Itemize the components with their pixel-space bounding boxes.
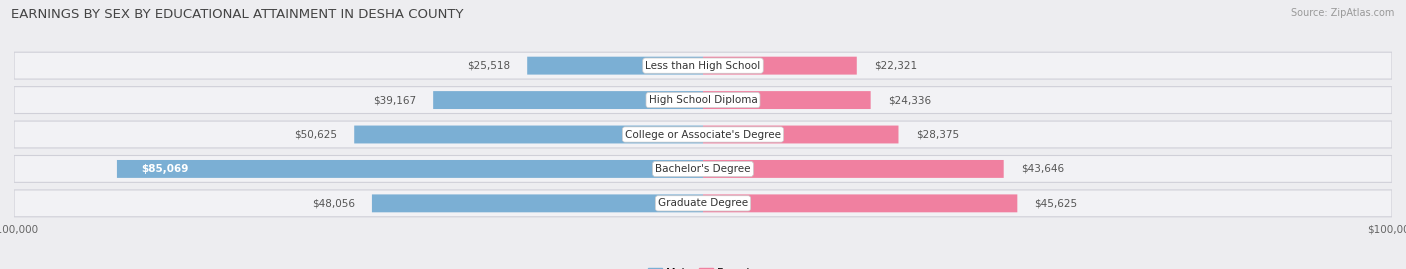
Text: College or Associate's Degree: College or Associate's Degree bbox=[626, 129, 780, 140]
FancyBboxPatch shape bbox=[14, 155, 1392, 182]
Text: High School Diploma: High School Diploma bbox=[648, 95, 758, 105]
Text: $43,646: $43,646 bbox=[1021, 164, 1064, 174]
FancyBboxPatch shape bbox=[703, 194, 1018, 212]
Text: Source: ZipAtlas.com: Source: ZipAtlas.com bbox=[1291, 8, 1395, 18]
Text: $25,518: $25,518 bbox=[467, 61, 510, 71]
Text: $85,069: $85,069 bbox=[141, 164, 188, 174]
FancyBboxPatch shape bbox=[14, 52, 1392, 79]
FancyBboxPatch shape bbox=[703, 91, 870, 109]
Text: $48,056: $48,056 bbox=[312, 198, 354, 208]
FancyBboxPatch shape bbox=[373, 194, 703, 212]
FancyBboxPatch shape bbox=[703, 126, 898, 143]
Text: $50,625: $50,625 bbox=[294, 129, 337, 140]
Text: Bachelor's Degree: Bachelor's Degree bbox=[655, 164, 751, 174]
FancyBboxPatch shape bbox=[117, 160, 703, 178]
Text: $28,375: $28,375 bbox=[915, 129, 959, 140]
FancyBboxPatch shape bbox=[354, 126, 703, 143]
Text: $45,625: $45,625 bbox=[1035, 198, 1077, 208]
FancyBboxPatch shape bbox=[14, 87, 1392, 114]
Text: $24,336: $24,336 bbox=[887, 95, 931, 105]
FancyBboxPatch shape bbox=[703, 160, 1004, 178]
Text: Graduate Degree: Graduate Degree bbox=[658, 198, 748, 208]
FancyBboxPatch shape bbox=[527, 57, 703, 75]
Text: EARNINGS BY SEX BY EDUCATIONAL ATTAINMENT IN DESHA COUNTY: EARNINGS BY SEX BY EDUCATIONAL ATTAINMEN… bbox=[11, 8, 464, 21]
FancyBboxPatch shape bbox=[14, 121, 1392, 148]
FancyBboxPatch shape bbox=[703, 57, 856, 75]
FancyBboxPatch shape bbox=[14, 190, 1392, 217]
Text: Less than High School: Less than High School bbox=[645, 61, 761, 71]
Legend: Male, Female: Male, Female bbox=[647, 266, 759, 269]
Text: $39,167: $39,167 bbox=[373, 95, 416, 105]
FancyBboxPatch shape bbox=[433, 91, 703, 109]
Text: $22,321: $22,321 bbox=[875, 61, 917, 71]
